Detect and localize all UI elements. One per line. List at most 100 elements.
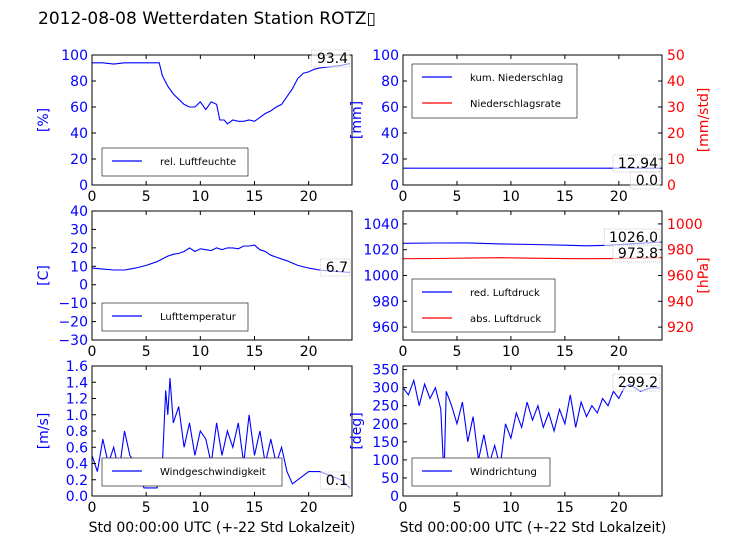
x-tick-label: 10 bbox=[191, 344, 209, 360]
value-box bbox=[629, 171, 661, 190]
plot-temperature bbox=[91, 244, 350, 273]
y-tick-label: 40 bbox=[381, 126, 399, 142]
y-tick-label: 50 bbox=[381, 471, 399, 487]
legend-label: rel. Luftfeuchte bbox=[160, 157, 236, 168]
x-tick-label: 20 bbox=[300, 344, 318, 360]
x-tick-label: 15 bbox=[556, 189, 574, 205]
x-tick-label: 0 bbox=[88, 500, 97, 516]
y-tick-label: 250 bbox=[372, 399, 399, 415]
x-tick-label: 15 bbox=[246, 344, 264, 360]
value-box bbox=[612, 244, 661, 263]
y-tick-label: 0 bbox=[79, 278, 88, 294]
legend-box bbox=[411, 457, 551, 487]
x-tick-label: 10 bbox=[502, 344, 520, 360]
legend-label: Lufttemperatur bbox=[160, 312, 237, 323]
legend-label: abs. Luftdruck bbox=[470, 314, 541, 325]
y-tick-label: 1040 bbox=[363, 217, 399, 233]
y-tick-label: 1020 bbox=[363, 243, 399, 259]
y-tick-label: 980 bbox=[372, 294, 399, 310]
value-box bbox=[319, 258, 351, 277]
current-value-label: 6.7 bbox=[326, 260, 348, 276]
y-tick-label: 0.2 bbox=[66, 473, 88, 489]
x-tick-label: 20 bbox=[300, 189, 318, 205]
x-tick-label: 0 bbox=[399, 500, 408, 516]
x-tick-label: 0 bbox=[88, 189, 97, 205]
y-tick-label: 60 bbox=[70, 100, 88, 116]
y2-tick-label: 40 bbox=[667, 74, 685, 90]
y-tick-label: −10 bbox=[58, 296, 88, 312]
y-tick-label: 0.4 bbox=[66, 457, 88, 473]
x-tick-label: 15 bbox=[246, 189, 264, 205]
legend-label: Windgeschwindigkeit bbox=[160, 467, 266, 478]
x-tick-label: 10 bbox=[191, 189, 209, 205]
y-tick-label: 20 bbox=[70, 241, 88, 257]
current-value-label: 12.94 bbox=[618, 156, 658, 172]
figure-title: 2012-08-08 Wetterdaten Station ROTZ▯ bbox=[38, 9, 376, 29]
legend-box bbox=[101, 147, 249, 177]
y-tick-label: 1000 bbox=[363, 269, 399, 285]
y-tick-label: 20 bbox=[381, 152, 399, 168]
series-line-wind-direction-0 bbox=[402, 378, 660, 478]
y-tick-label: 0 bbox=[79, 178, 88, 194]
y-axis-label: [%] bbox=[36, 108, 52, 132]
x-tick-label: 0 bbox=[88, 344, 97, 360]
y-tick-label: 1.0 bbox=[66, 408, 88, 424]
x-tick-label: 10 bbox=[502, 500, 520, 516]
y-axis-label: [C] bbox=[36, 265, 52, 286]
y-tick-label: 80 bbox=[70, 74, 88, 90]
value-box bbox=[612, 154, 661, 173]
legend-label: kum. Niederschlag bbox=[470, 73, 563, 84]
y-tick-label: 100 bbox=[372, 453, 399, 469]
x-tick-label: 10 bbox=[191, 500, 209, 516]
legend-box bbox=[411, 63, 578, 119]
value-box bbox=[311, 49, 351, 68]
plot-frame-wind-direction bbox=[402, 365, 663, 497]
y-axis-label: [m/s] bbox=[36, 413, 52, 450]
legend-label: Niederschlagsrate bbox=[470, 99, 561, 110]
y-tick-label: 350 bbox=[372, 363, 399, 379]
y-tick-label: 0.0 bbox=[66, 489, 88, 505]
y-tick-label: −30 bbox=[58, 333, 88, 349]
y2-tick-label: 0 bbox=[667, 178, 676, 194]
x-tick-label: 20 bbox=[610, 500, 628, 516]
x-tick-label: 20 bbox=[610, 344, 628, 360]
x-tick-label: 5 bbox=[142, 500, 151, 516]
x-tick-label: 15 bbox=[556, 500, 574, 516]
x-tick-label: 20 bbox=[610, 189, 628, 205]
y-tick-label: 1.2 bbox=[66, 392, 88, 408]
y2-axis-label: [hPa] bbox=[696, 257, 712, 293]
y2-tick-label: 940 bbox=[667, 294, 694, 310]
value-box bbox=[612, 373, 661, 392]
y-tick-label: 150 bbox=[372, 435, 399, 451]
y-axis-label: [mm] bbox=[349, 101, 365, 139]
x-tick-label: 5 bbox=[142, 189, 151, 205]
y-tick-label: 0.6 bbox=[66, 440, 88, 456]
y-tick-label: 0.8 bbox=[66, 424, 88, 440]
y2-tick-label: 20 bbox=[667, 126, 685, 142]
y-tick-label: 960 bbox=[372, 320, 399, 336]
y-tick-label: 100 bbox=[372, 48, 399, 64]
x-tick-label: 5 bbox=[452, 500, 461, 516]
y-tick-label: 1.4 bbox=[66, 375, 88, 391]
current-value-label: 973.8 bbox=[618, 246, 658, 262]
x-tick-label: 5 bbox=[452, 344, 461, 360]
y-tick-label: 40 bbox=[70, 204, 88, 220]
y-tick-label: 30 bbox=[70, 222, 88, 238]
current-value-label: 299.2 bbox=[618, 375, 658, 391]
y2-tick-label: 920 bbox=[667, 320, 694, 336]
y-tick-label: 80 bbox=[381, 74, 399, 90]
legend-box bbox=[411, 278, 556, 333]
y-axis-label: [deg] bbox=[349, 412, 365, 449]
y2-tick-label: 1000 bbox=[667, 217, 703, 233]
x-tick-label: 5 bbox=[142, 344, 151, 360]
x-tick-label: 0 bbox=[399, 189, 408, 205]
legend-label: red. Luftdruck bbox=[470, 288, 540, 299]
legend-box bbox=[101, 302, 249, 332]
y2-tick-label: 30 bbox=[667, 100, 685, 116]
y-tick-label: 300 bbox=[372, 381, 399, 397]
x-tick-label: 15 bbox=[246, 500, 264, 516]
x-axis-label: Std 00:00:00 UTC (+-22 Std Lokalzeit) bbox=[89, 520, 356, 536]
y-tick-label: 1.6 bbox=[66, 359, 88, 375]
plot-wind-direction bbox=[402, 378, 660, 478]
x-tick-label: 20 bbox=[300, 500, 318, 516]
